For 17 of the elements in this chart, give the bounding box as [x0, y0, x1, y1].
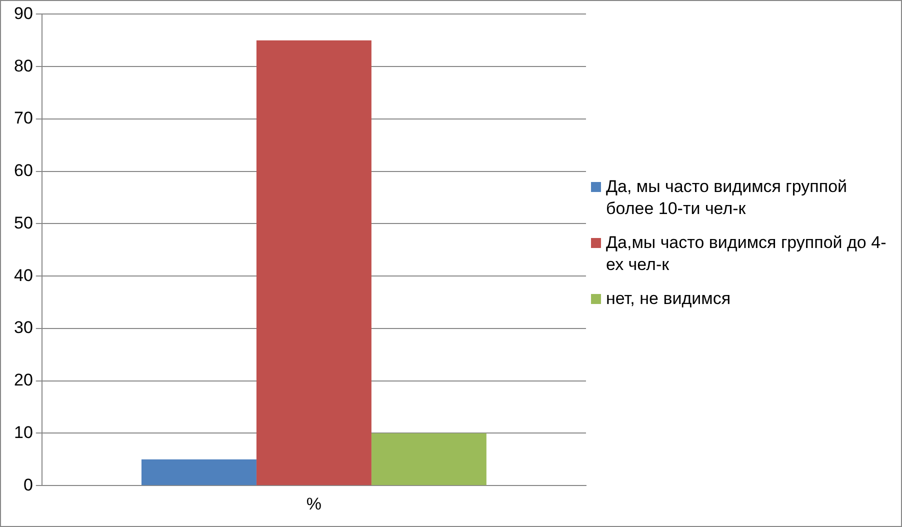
- y-tick-label: 20: [14, 370, 33, 390]
- y-tick-label: 10: [14, 422, 33, 442]
- y-tick-label: 90: [14, 4, 33, 23]
- bar: [256, 40, 372, 486]
- y-tick-label: 40: [14, 266, 33, 285]
- legend-label: нет, не видимся: [606, 288, 731, 310]
- y-tick-label: 50: [14, 213, 33, 232]
- y-tick-label: 0: [23, 475, 33, 494]
- y-tick-label: 70: [14, 108, 33, 128]
- y-tick-label: 30: [14, 318, 33, 338]
- y-tick-label: 60: [14, 161, 33, 180]
- bar: [141, 459, 256, 486]
- bar: [371, 433, 486, 486]
- legend-label: Да,мы часто видимся группой до 4-ех чел-к: [606, 232, 888, 276]
- y-tick-label: 80: [14, 56, 33, 76]
- legend-label: Да, мы часто видимся группой более 10-ти чел-к: [606, 176, 848, 220]
- x-tick-label: %: [306, 494, 322, 514]
